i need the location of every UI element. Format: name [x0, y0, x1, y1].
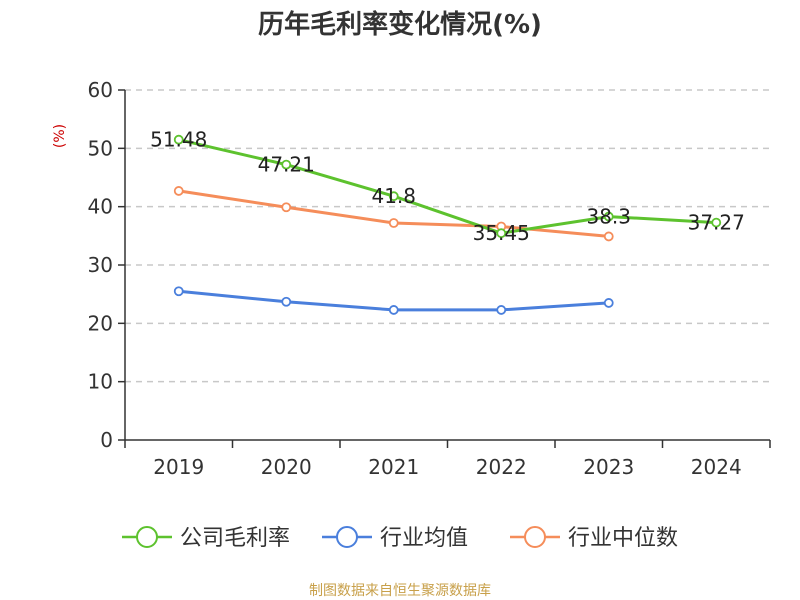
x-tick-label: 2021: [368, 455, 419, 479]
legend-marker: [524, 526, 546, 548]
x-tick-label: 2020: [261, 455, 312, 479]
data-point: [496, 228, 507, 239]
chart-title: 历年毛利率变化情况(%): [258, 10, 542, 40]
data-point: [603, 231, 614, 242]
legend-marker: [336, 526, 358, 548]
data-label: 47.21: [258, 153, 315, 177]
series-line: [178, 138, 717, 235]
data-point: [173, 286, 184, 297]
data-label: 51.48: [150, 128, 207, 152]
x-tick-label: 2023: [583, 455, 634, 479]
y-tick-label: 30: [88, 253, 113, 277]
y-tick-label: 10: [88, 370, 113, 394]
data-point: [388, 305, 399, 315]
data-point: [711, 217, 722, 228]
data-point: [281, 159, 292, 170]
legend-marker: [136, 526, 158, 548]
data-point: [603, 211, 614, 222]
legend-label: 公司毛利率: [180, 526, 290, 551]
y-tick-label: 40: [88, 195, 113, 219]
data-point: [388, 191, 399, 202]
data-point: [603, 298, 614, 308]
data-label: 41.8: [371, 184, 416, 208]
x-tick-label: 2022: [476, 455, 527, 479]
data-point: [496, 305, 507, 315]
y-tick-label: 0: [100, 428, 113, 452]
data-label: 38.3: [586, 205, 631, 229]
data-point: [173, 186, 184, 196]
y-tick-label: 20: [88, 311, 113, 335]
y-tick-label: 50: [88, 136, 113, 160]
legend-label: 行业均值: [380, 526, 468, 551]
data-point: [281, 296, 292, 307]
data-label: 35.45: [473, 221, 530, 245]
data-point: [281, 202, 292, 213]
data-point: [388, 218, 399, 228]
y-tick-label: 60: [88, 78, 113, 102]
data-source-note: 制图数据来自恒生聚源数据库: [309, 583, 491, 599]
x-tick-label: 2024: [691, 455, 742, 479]
data-point: [173, 134, 184, 145]
x-tick-label: 2019: [153, 455, 204, 479]
legend-label: 行业中位数: [568, 526, 678, 551]
data-label: 37.27: [688, 211, 745, 235]
